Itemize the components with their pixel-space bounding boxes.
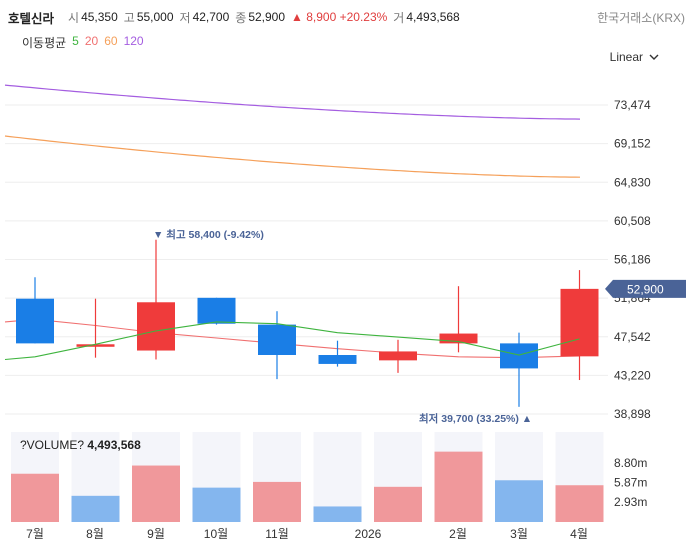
low-label: 저 [179, 10, 191, 25]
candle-body [318, 354, 357, 364]
grid-lines [5, 104, 608, 415]
low-value: 42,700 [192, 10, 230, 24]
volume-tick-label: 8.80m [614, 456, 647, 470]
y-tick-label: 56,186 [614, 253, 651, 267]
x-axis-labels: 7월 8월 9월 10월 11월 2026 2월 3월 4월 [26, 527, 588, 541]
ma5-line [4, 321, 580, 361]
candle-body [76, 344, 115, 347]
volume-bar [71, 495, 120, 522]
candles [16, 239, 599, 407]
change-value: ▲ 8,900 +20.23% [291, 10, 388, 24]
volume-bar [495, 480, 543, 522]
volume-bar [192, 487, 241, 522]
candle-body [439, 333, 478, 344]
x-tick-label: 4월 [570, 527, 588, 541]
ma120-curve [4, 84, 581, 120]
volume-indicator-value: 4,493,568 [87, 438, 141, 452]
volume-bar [374, 486, 422, 522]
x-tick-label: 2026 [355, 527, 382, 541]
candle-body [500, 343, 538, 369]
y-tick-label: 43,220 [614, 368, 651, 382]
y-axis-labels: 73,47469,15264,83060,50856,18651,86447,5… [614, 98, 651, 421]
scale-selector[interactable]: Linear [610, 50, 659, 64]
moving-average-legend[interactable]: 이동평균 5 20 60 120 [22, 34, 144, 51]
volume-bar [555, 485, 604, 522]
ma5-curve [4, 321, 580, 361]
x-tick-label: 9월 [147, 527, 165, 541]
volume-bar [253, 481, 301, 522]
volume-bars: 8.80m 5.87m 2.93m [11, 432, 647, 522]
candle-body [379, 351, 417, 361]
ma60-label: 60 [104, 34, 118, 48]
volume-bar [313, 506, 362, 522]
x-tick-label: 7월 [26, 527, 44, 541]
x-tick-label: 8월 [86, 527, 104, 541]
high-value: 55,000 [136, 10, 174, 24]
candle-body [197, 297, 236, 324]
ma120-line [4, 84, 581, 120]
close-label: 종 [235, 10, 247, 25]
y-tick-label: 73,474 [614, 98, 651, 112]
annotations: ▼ 최고 58,400 (-9.42%) 최저 39,700 (33.25%) ▲… [153, 228, 686, 425]
chevron-down-icon [649, 54, 659, 60]
ma60-line [4, 135, 581, 178]
y-tick-label: 47,542 [614, 330, 651, 344]
x-tick-label: 2월 [449, 527, 467, 541]
high-label: 고 [123, 10, 135, 25]
y-tick-label: 69,152 [614, 137, 651, 151]
chart-header: 호텔신라 시 45,350 고 55,000 저 42,700 종 52,900… [8, 6, 685, 28]
ma60-curve [4, 135, 581, 178]
candle-body [137, 302, 175, 351]
open-value: 45,350 [81, 10, 118, 24]
volume-tick-label: 5.87m [614, 476, 647, 490]
volume-bar [11, 473, 59, 522]
ma-label: 이동평균 [22, 36, 67, 50]
volume-bar [132, 465, 180, 522]
candle-body [560, 288, 599, 357]
last-price-label: 52,900 [627, 282, 664, 296]
volume-indicator-name: ?VOLUME? [20, 438, 85, 452]
y-tick-label: 38,898 [614, 407, 651, 421]
volume-bar [434, 451, 483, 522]
volume-value: 4,493,568 [406, 10, 460, 24]
ma5-label: 5 [72, 34, 79, 48]
exchange-name: 한국거래소(KRX) [597, 10, 685, 25]
scale-label: Linear [609, 50, 643, 64]
x-tick-label: 11월 [265, 527, 289, 541]
candle-body [258, 324, 296, 355]
low-annotation: 최저 39,700 (33.25%) ▲ [419, 412, 532, 425]
volume-panel-label: ?VOLUME? 4,493,568 [20, 438, 141, 452]
ma120-label: 120 [123, 34, 144, 48]
ma20-label: 20 [84, 34, 99, 48]
high-annotation: ▼ 최고 58,400 (-9.42%) [153, 228, 264, 241]
last-price-badge [605, 279, 686, 298]
stock-name[interactable]: 호텔신라 [8, 11, 55, 26]
open-label: 시 [68, 10, 80, 25]
volume-tick-label: 2.93m [614, 495, 647, 509]
candle-body [16, 298, 54, 344]
volume-label: 거 [393, 10, 405, 25]
x-tick-label: 3월 [510, 527, 528, 541]
x-tick-label: 10월 [204, 527, 228, 541]
close-value: 52,900 [248, 10, 286, 24]
y-tick-label: 64,830 [614, 175, 651, 189]
y-tick-label: 60,508 [614, 214, 651, 228]
